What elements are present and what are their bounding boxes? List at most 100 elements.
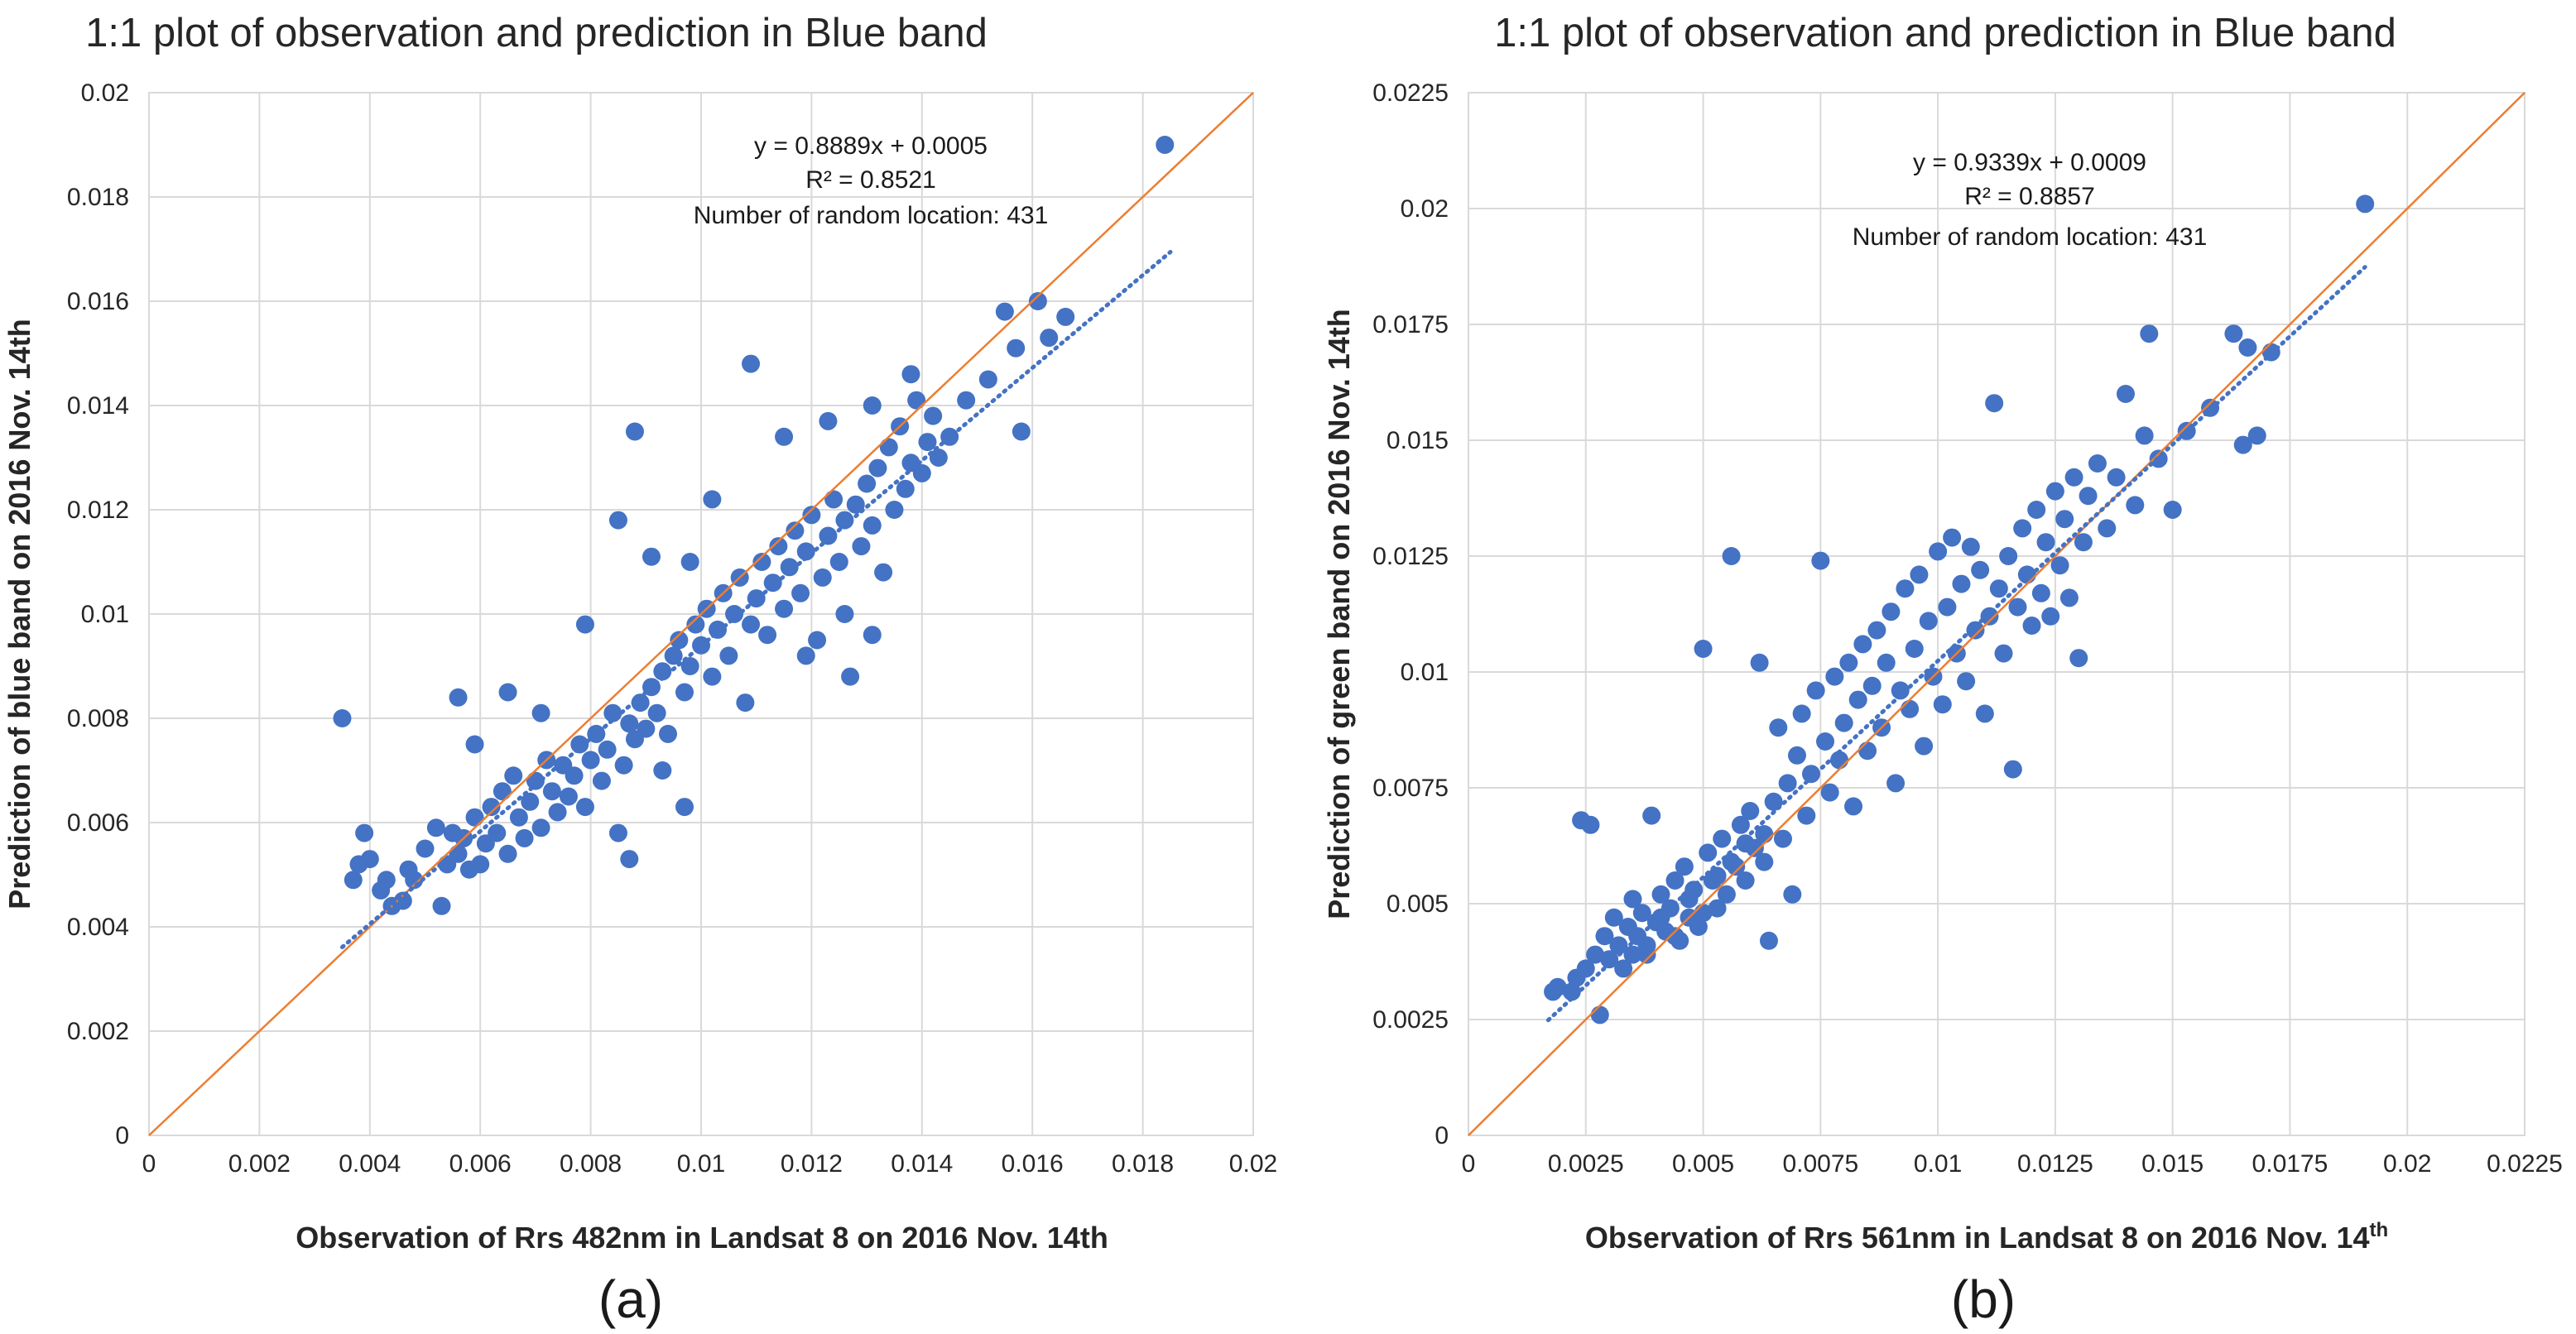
data-point: [912, 463, 931, 482]
data-point: [2238, 338, 2257, 357]
x-tick-label: 0.014: [891, 1150, 953, 1178]
data-point: [1581, 815, 1600, 834]
data-point: [1675, 857, 1694, 876]
data-point: [1806, 681, 1825, 700]
data-point: [929, 449, 948, 467]
data-point: [581, 751, 600, 770]
x-tick-label: 0.005: [1672, 1150, 1734, 1178]
data-point: [1750, 653, 1769, 672]
data-point: [978, 370, 997, 389]
y-tick-label: 0: [115, 1122, 129, 1149]
data-point: [796, 646, 815, 665]
data-point: [608, 823, 627, 842]
x-tick-label: 0.012: [781, 1150, 843, 1178]
data-point: [1901, 699, 1920, 718]
data-point: [829, 553, 848, 571]
data-point: [879, 438, 898, 457]
data-point: [1848, 690, 1867, 709]
data-point: [1957, 672, 1976, 691]
data-point: [841, 667, 860, 686]
y-tick-label: 0.012: [67, 497, 129, 524]
data-point: [2031, 583, 2050, 602]
data-point: [1736, 834, 1755, 853]
panel-label: (a): [598, 1269, 663, 1329]
data-point: [598, 740, 617, 759]
y-tick-label: 0.002: [67, 1018, 129, 1045]
data-point: [775, 599, 794, 618]
data-point: [1943, 528, 1962, 547]
x-axis-label: Observation of Rrs 561nm in Landsat 8 on…: [1585, 1219, 2388, 1255]
data-point: [1867, 621, 1886, 640]
data-point: [614, 756, 633, 775]
data-point: [1708, 899, 1727, 918]
y-tick-label: 0.01: [81, 601, 129, 628]
data-point: [1769, 718, 1788, 737]
data-point: [1708, 866, 1727, 885]
data-point: [426, 818, 445, 837]
y-tick-label: 0: [1435, 1122, 1449, 1149]
y-tick-label: 0.0175: [1372, 311, 1449, 338]
data-point: [1623, 890, 1642, 909]
data-point: [531, 818, 550, 837]
data-point: [1590, 1005, 1609, 1024]
data-point: [1637, 936, 1656, 955]
data-point: [355, 823, 374, 842]
data-point: [1156, 136, 1175, 154]
data-point: [1797, 806, 1816, 825]
data-point: [1999, 547, 2018, 565]
y-tick-label: 0.014: [67, 392, 129, 420]
data-point: [2013, 519, 2032, 538]
data-points: [333, 136, 1175, 915]
y-tick-label: 0.0225: [1372, 79, 1449, 107]
chart-title: 1:1 plot of observation and prediction i…: [1494, 11, 2396, 55]
data-point: [608, 511, 627, 530]
data-point: [808, 631, 827, 650]
data-point: [2045, 482, 2064, 501]
trendline: [1545, 265, 2367, 1023]
data-point: [2064, 468, 2083, 487]
data-point: [736, 693, 755, 713]
data-point: [1600, 950, 1619, 969]
y-tick-label: 0.02: [81, 79, 129, 107]
data-point: [504, 766, 523, 785]
data-point: [703, 490, 722, 509]
data-point: [742, 354, 761, 373]
data-point: [752, 553, 771, 571]
data-point: [1741, 802, 1760, 820]
data-point: [344, 871, 363, 890]
data-point: [1834, 713, 1853, 732]
data-point: [548, 803, 567, 822]
data-point: [885, 501, 904, 519]
data-point: [901, 365, 920, 384]
x-axis-label: Observation of Rrs 482nm in Landsat 8 on…: [296, 1221, 1108, 1255]
data-point: [1586, 945, 1605, 964]
data-point: [1989, 579, 2008, 598]
identity-line: [148, 92, 1254, 1136]
data-point: [763, 573, 782, 593]
data-point: [835, 511, 854, 530]
data-point: [658, 724, 677, 743]
data-point: [1853, 635, 1872, 654]
data-point: [1820, 783, 1839, 802]
x-tick-label: 0.008: [560, 1150, 622, 1178]
data-point: [575, 615, 594, 634]
data-point: [642, 547, 661, 566]
chart-title: 1:1 plot of observation and prediction i…: [85, 11, 988, 55]
x-tick-label: 0.002: [228, 1150, 291, 1178]
data-point: [2027, 501, 2046, 519]
data-point: [521, 792, 540, 811]
data-point: [868, 458, 887, 477]
data-point: [2088, 454, 2107, 473]
data-point: [509, 808, 528, 827]
data-point: [863, 516, 882, 535]
y-axis-ticks: 0 0.0025 0.005 0.0075 0.01 0.0125 0.015 0.0175 0…: [1372, 79, 1449, 1149]
data-point: [1778, 774, 1797, 793]
data-point: [2116, 385, 2135, 403]
data-point: [360, 850, 379, 869]
data-point: [1811, 551, 1830, 570]
data-point: [2140, 324, 2159, 343]
data-point: [488, 823, 507, 842]
data-point: [416, 839, 435, 858]
data-point: [2059, 588, 2079, 607]
